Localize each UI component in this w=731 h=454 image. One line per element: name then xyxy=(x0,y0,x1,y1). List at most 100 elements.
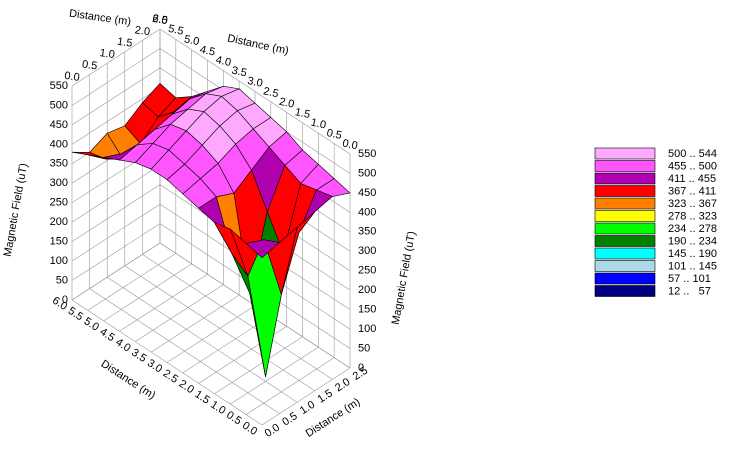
y-tick-label-top: 1.5 xyxy=(116,36,133,50)
x-tick-label: 4.5 xyxy=(97,326,116,344)
axis-title-top-right: Distance (m) xyxy=(226,33,289,58)
wall-grid-line xyxy=(71,223,161,281)
x-tick-label: 0.5 xyxy=(224,409,243,427)
legend-label: 12 .. 57 xyxy=(668,285,711,297)
legend-swatch xyxy=(594,160,656,172)
y-tick-label: 0.5 xyxy=(280,410,299,428)
z-tick-label-right: 150 xyxy=(358,304,376,316)
z-tick-label-right: 250 xyxy=(358,265,376,277)
y-tick-label: 2.0 xyxy=(333,376,352,394)
z-tick-label-right: 100 xyxy=(358,323,376,335)
floor-grid-line xyxy=(230,346,319,405)
z-tick-label: 400 xyxy=(50,138,68,150)
wall-grid-line xyxy=(71,87,161,145)
x-tick-label: 3.0 xyxy=(145,357,164,375)
z-tick-label-right: 550 xyxy=(358,148,376,160)
x-tick-label: 2.0 xyxy=(177,378,196,396)
x-tick-label-top: 4.5 xyxy=(199,44,216,59)
legend-label: 500 .. 544 xyxy=(668,148,717,160)
x-tick-label: 5.0 xyxy=(82,315,101,333)
floor-grid-line xyxy=(246,357,335,415)
x-tick-label: 4.0 xyxy=(113,336,132,354)
z-tick-label-right: 350 xyxy=(358,226,376,238)
floor-grid-line xyxy=(71,299,263,426)
legend-swatch xyxy=(594,210,656,222)
legend-label: 234 .. 278 xyxy=(668,223,717,235)
legend-swatch xyxy=(594,235,656,247)
legend-swatch xyxy=(594,247,656,260)
x-tick-label-top: 5.0 xyxy=(183,33,200,48)
legend-label: 411 .. 455 xyxy=(668,173,716,185)
z-tick-label: 0 xyxy=(62,294,68,306)
x-tick-label: 2.5 xyxy=(161,367,180,385)
floor-grid-line xyxy=(261,367,351,426)
wall-grid-line xyxy=(71,184,161,242)
legend-swatch xyxy=(594,285,656,297)
y-tick-label-top: 1.0 xyxy=(99,47,116,61)
legend-swatch xyxy=(594,197,656,210)
x-tick-label-top: 1.0 xyxy=(310,117,327,132)
z-tick-label-right: 500 xyxy=(358,167,376,179)
z-tick-label-right: 400 xyxy=(358,206,376,218)
x-tick-label-top: 1.5 xyxy=(294,106,311,121)
y-tick-label-top: 2.0 xyxy=(134,24,151,38)
z-tick-label: 500 xyxy=(50,99,68,111)
z-tick-label: 100 xyxy=(50,255,68,267)
x-tick-label: 1.5 xyxy=(192,388,211,406)
z-tick-label-right: 450 xyxy=(358,187,376,199)
axis-title-z-right: Magnetic Field (uT) xyxy=(390,230,418,325)
legend-label: 145 .. 190 xyxy=(668,248,717,260)
floor-grid-line xyxy=(119,273,208,332)
wall-grid-line xyxy=(159,28,351,155)
z-tick-label: 150 xyxy=(50,236,68,248)
z-tick-label: 450 xyxy=(50,119,68,131)
legend-swatch xyxy=(594,222,656,235)
wall-grid-line xyxy=(71,48,161,106)
x-tick-label-top: 5.5 xyxy=(167,23,184,38)
floor-grid-line xyxy=(166,305,256,363)
legend-label: 190 .. 234 xyxy=(668,235,717,247)
z-tick-label: 350 xyxy=(50,158,68,170)
legend-label: 367 .. 411 xyxy=(668,185,716,197)
z-tick-label-right: 50 xyxy=(358,342,370,354)
wall-grid-line xyxy=(71,242,161,301)
x-tick-label: 3.5 xyxy=(129,347,148,365)
z-tick-label-right: 0 xyxy=(358,362,364,374)
floor-grid-line xyxy=(103,263,192,322)
x-tick-label: 1.0 xyxy=(208,399,227,417)
z-tick-label: 50 xyxy=(56,274,68,286)
wall-grid-line xyxy=(71,203,161,262)
y-tick-label: 0.0 xyxy=(263,422,282,440)
y-tick-label-top: 2.5 xyxy=(152,13,169,27)
x-tick-label-top: 6.0 xyxy=(151,12,168,27)
floor-grid-line xyxy=(107,276,298,403)
axis-title-top-left: Distance (m) xyxy=(68,8,131,29)
legend-label: 455 .. 500 xyxy=(668,160,717,172)
legend-swatch xyxy=(594,147,656,160)
x-tick-label-top: 0.0 xyxy=(341,137,358,152)
legend-swatch xyxy=(594,272,656,285)
floor-grid-line xyxy=(124,265,315,392)
legend-label: 278 .. 323 xyxy=(668,210,717,222)
legend-label: 57 .. 101 xyxy=(668,273,711,285)
legend-label: 101 .. 145 xyxy=(668,260,717,272)
y-tick-label-top: 0.5 xyxy=(81,59,98,73)
floor-grid-line xyxy=(135,284,224,342)
wall-grid-line xyxy=(71,67,161,126)
wall-grid-line xyxy=(71,164,161,223)
legend-swatch xyxy=(594,260,656,272)
floor-grid-line xyxy=(142,254,333,380)
y-tick-label: 1.0 xyxy=(298,399,317,417)
x-tick-label-top: 0.5 xyxy=(325,127,342,142)
legend-swatch xyxy=(594,185,656,197)
x-tick-label: 5.5 xyxy=(66,305,85,323)
x-tick-label-top: 2.5 xyxy=(262,85,279,100)
wall-grid-line xyxy=(71,28,161,87)
axis-title-z-left: Magnetic Field (uT) xyxy=(2,162,30,257)
z-tick-label: 550 xyxy=(50,80,68,92)
legend-swatch xyxy=(594,172,656,185)
x-tick-label-top: 4.0 xyxy=(215,54,232,69)
x-tick-label-top: 3.0 xyxy=(246,75,263,90)
y-tick-label: 1.5 xyxy=(315,387,334,405)
